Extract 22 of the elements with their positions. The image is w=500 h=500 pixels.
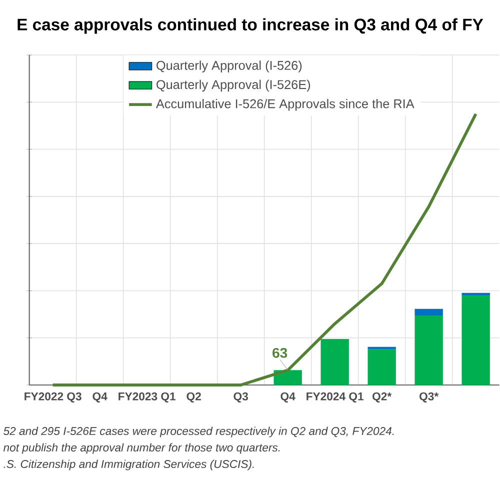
text: not publish the approval number for those two quarters.	[3, 443, 280, 454]
text: 52 and 295 I-526E cases were processed respectively in Q2 and Q3, FY2024.	[4, 426, 394, 438]
bar	[414, 308, 443, 316]
data-label: 63	[272, 348, 288, 358]
chart-title: E case approvals continued to increase in Q3 and Q4 of FY	[18, 18, 484, 34]
x-tick-label: Q3*	[420, 392, 439, 403]
bar	[414, 315, 443, 385]
legend-label: Quarterly Approval (I-526E)	[156, 80, 310, 92]
bar	[462, 296, 490, 385]
text: .S. Citizenship and Immigration Services (USCIS).	[4, 460, 254, 470]
x-tick-label: FY2024 Q1	[306, 392, 364, 403]
x-tick-label: Q2	[186, 392, 201, 403]
x-tick-label: Q4	[92, 392, 108, 403]
x-tick-label: FY2022 Q3	[24, 392, 82, 403]
legend-label: Quarterly Approval (I-526)	[156, 60, 302, 72]
x-tick-label: FY2023 Q1	[118, 392, 176, 403]
legend-label: Accumulative I-526/E Approvals since the RIA	[156, 98, 414, 111]
bar	[320, 339, 349, 385]
x-tick-label: Q4	[280, 392, 296, 403]
x-tick-label: Q3	[234, 392, 248, 403]
bar	[368, 349, 396, 385]
x-tick-label: Q2*	[372, 392, 392, 403]
